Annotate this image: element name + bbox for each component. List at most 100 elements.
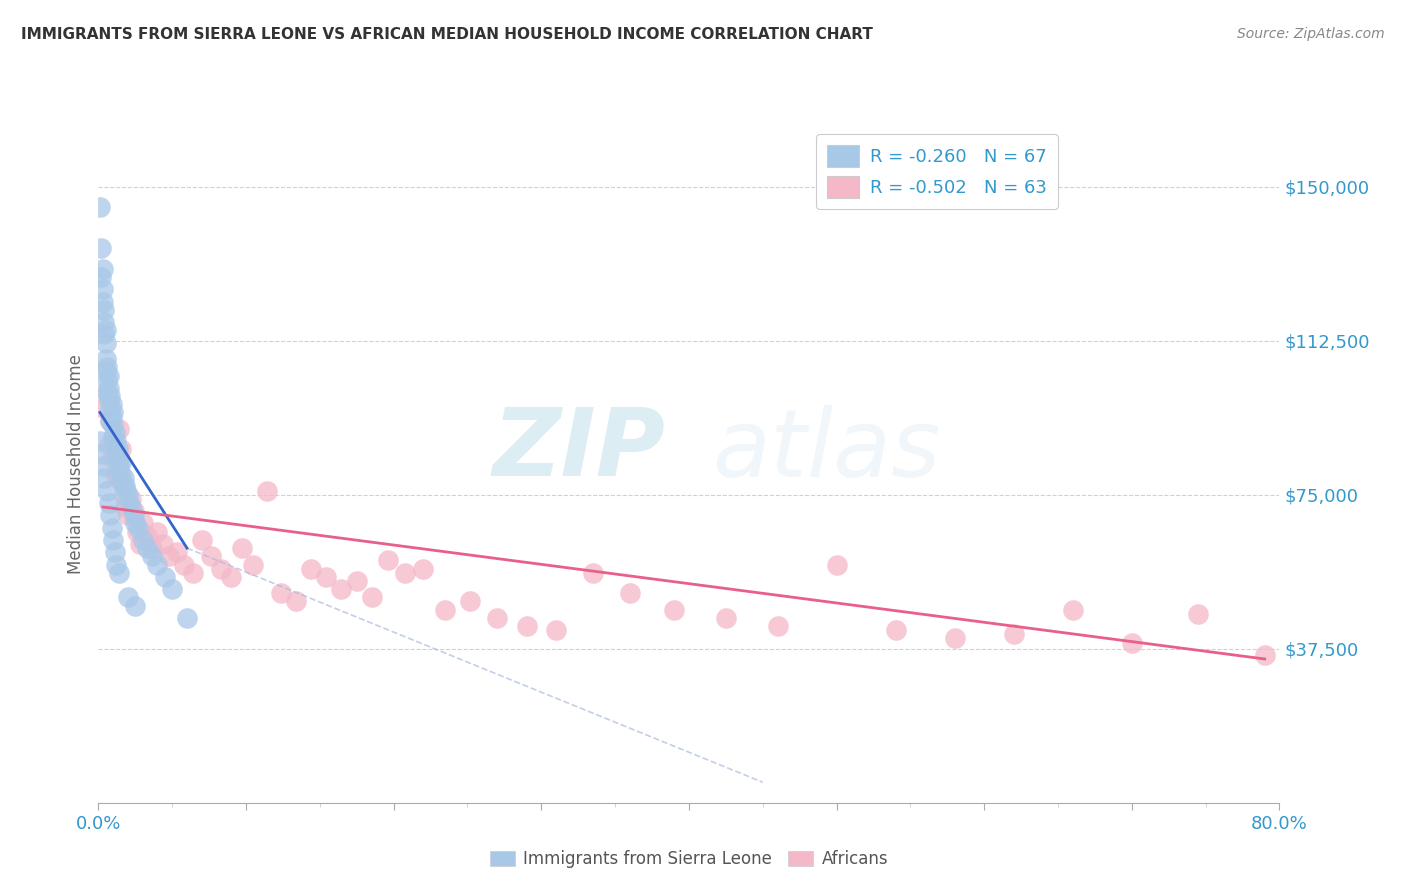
Point: [105, 434, 128, 449]
Point: [105, 467, 128, 482]
Point: [127, 520, 149, 534]
Point: [136, 541, 159, 555]
Point: [94, 384, 117, 399]
Point: [97, 438, 120, 452]
Point: [108, 458, 131, 473]
Point: [766, 619, 789, 633]
Point: [98, 389, 121, 403]
Point: [94, 352, 117, 367]
Point: [377, 553, 399, 567]
Point: [173, 558, 195, 572]
Point: [664, 603, 686, 617]
Point: [146, 558, 169, 572]
Point: [943, 632, 966, 646]
Point: [120, 500, 142, 514]
Point: [162, 582, 183, 596]
Point: [714, 611, 737, 625]
Point: [111, 475, 134, 490]
Point: [128, 537, 150, 551]
Point: [94, 364, 117, 378]
Point: [91, 261, 114, 276]
Point: [96, 360, 118, 375]
Point: [100, 397, 122, 411]
Point: [146, 524, 169, 539]
Point: [103, 405, 125, 419]
Point: [166, 545, 188, 559]
Point: [315, 570, 337, 584]
Point: [515, 619, 537, 633]
Point: [619, 586, 641, 600]
Point: [90, 241, 112, 255]
Point: [93, 327, 115, 342]
Point: [117, 508, 139, 523]
Point: [434, 603, 457, 617]
Point: [110, 455, 132, 469]
Point: [582, 566, 605, 580]
Point: [97, 496, 120, 510]
Point: [285, 594, 308, 608]
Point: [103, 434, 125, 449]
Point: [107, 455, 129, 469]
Point: [94, 323, 117, 337]
Point: [91, 282, 114, 296]
Point: [200, 549, 222, 564]
Point: [209, 561, 232, 575]
Point: [124, 516, 146, 531]
Point: [94, 335, 117, 350]
Point: [103, 430, 125, 444]
Point: [270, 586, 292, 600]
Point: [107, 442, 129, 457]
Legend: R = -0.260   N = 67, R = -0.502   N = 63: R = -0.260 N = 67, R = -0.502 N = 63: [815, 134, 1057, 209]
Point: [460, 594, 482, 608]
Point: [96, 384, 118, 399]
Point: [125, 524, 148, 539]
Point: [103, 533, 125, 547]
Point: [111, 475, 134, 490]
Point: [90, 446, 112, 460]
Point: [108, 422, 131, 436]
Point: [110, 467, 132, 482]
Point: [108, 566, 131, 580]
Point: [124, 599, 146, 613]
Point: [91, 401, 114, 416]
Point: [91, 294, 114, 309]
Point: [360, 591, 382, 605]
Point: [256, 483, 278, 498]
Point: [132, 533, 155, 547]
Legend: Immigrants from Sierra Leone, Africans: Immigrants from Sierra Leone, Africans: [482, 844, 896, 875]
Point: [112, 488, 135, 502]
Point: [141, 541, 163, 555]
Point: [114, 479, 136, 493]
Point: [112, 471, 135, 485]
Point: [117, 488, 139, 502]
Point: [104, 425, 127, 440]
Point: [1121, 635, 1143, 649]
Point: [825, 558, 848, 572]
Point: [96, 373, 118, 387]
Point: [93, 315, 115, 329]
Point: [1187, 607, 1209, 621]
Point: [118, 496, 141, 510]
Point: [97, 368, 120, 383]
Point: [122, 504, 145, 518]
Point: [104, 545, 127, 559]
Point: [1254, 648, 1277, 662]
Point: [104, 438, 127, 452]
Point: [100, 520, 122, 534]
Point: [98, 414, 121, 428]
Text: IMMIGRANTS FROM SIERRA LEONE VS AFRICAN MEDIAN HOUSEHOLD INCOME CORRELATION CHAR: IMMIGRANTS FROM SIERRA LEONE VS AFRICAN …: [21, 27, 873, 42]
Point: [132, 516, 155, 531]
Y-axis label: Median Household Income: Median Household Income: [66, 354, 84, 574]
Point: [1062, 603, 1084, 617]
Point: [231, 541, 253, 555]
Point: [122, 508, 145, 523]
Text: ZIP: ZIP: [492, 404, 665, 496]
Point: [100, 450, 122, 465]
Point: [93, 471, 115, 485]
Point: [98, 508, 121, 523]
Point: [115, 483, 138, 498]
Point: [89, 200, 111, 214]
Point: [176, 611, 198, 625]
Text: atlas: atlas: [713, 405, 941, 496]
Point: [105, 558, 128, 572]
